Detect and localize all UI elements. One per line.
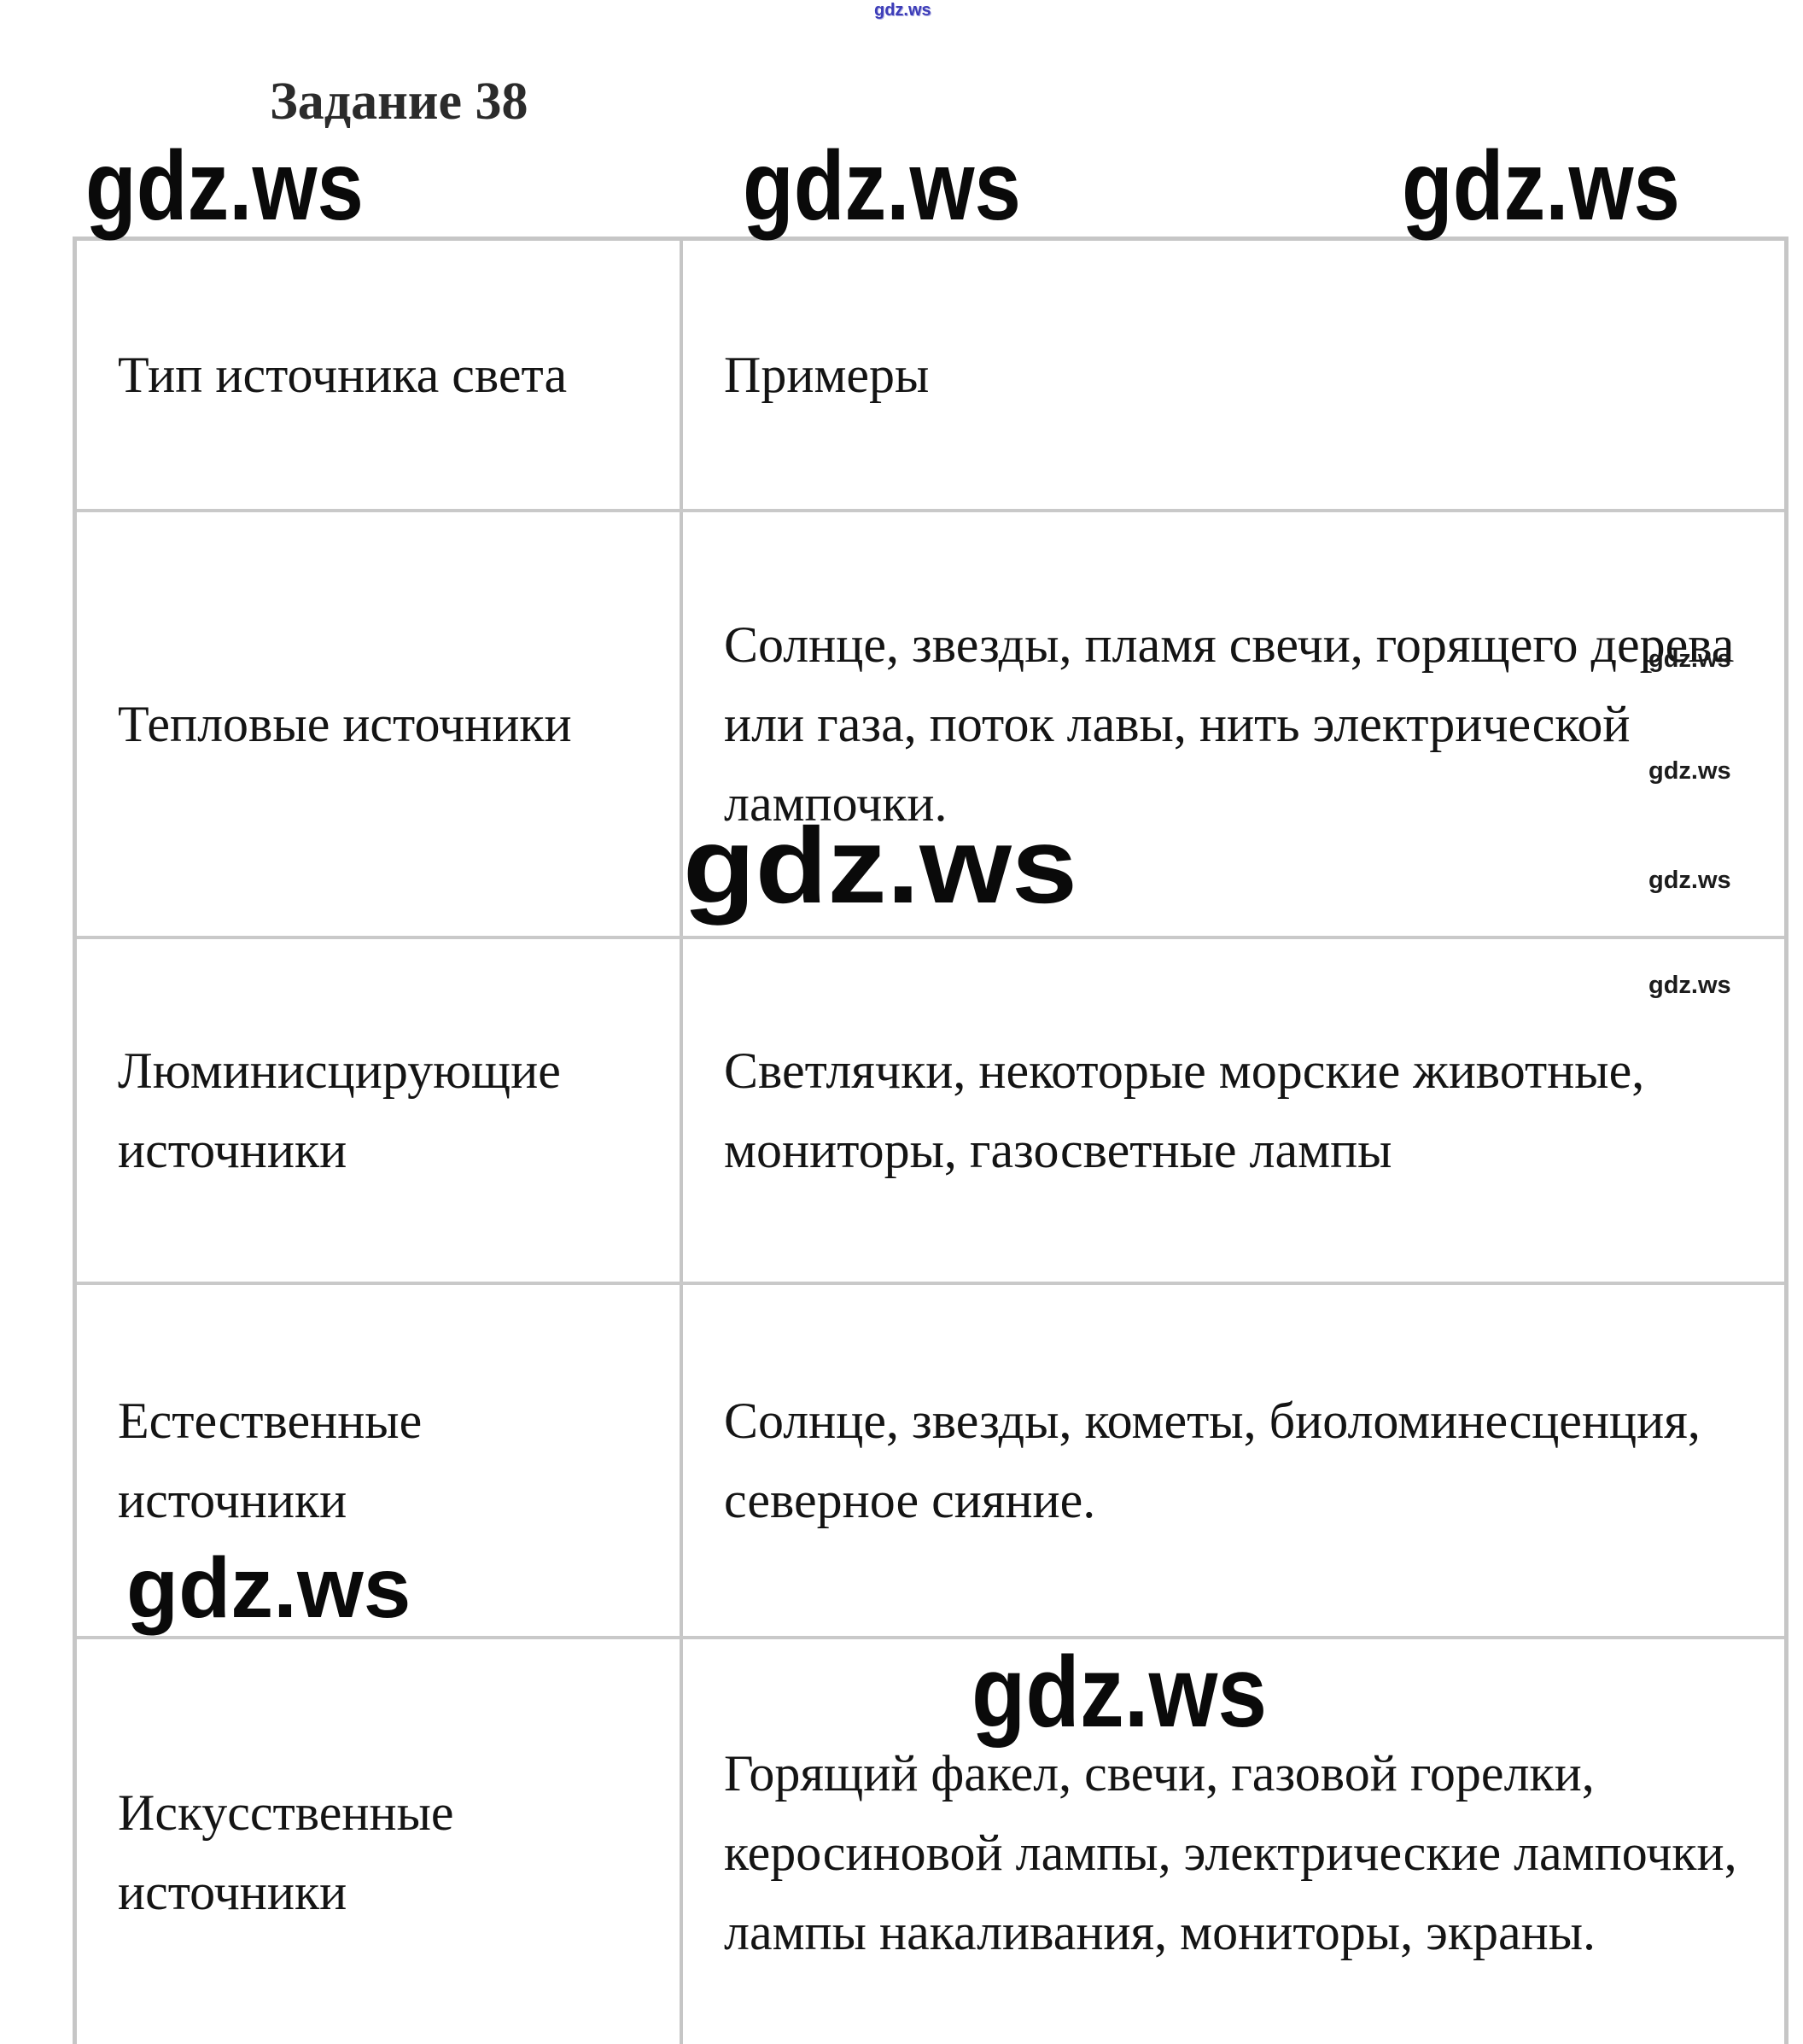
row-examples-text: Светлячки, некоторые морские животные, м…: [724, 1042, 1645, 1178]
watermark-gdz-small-4: gdz.ws: [1648, 972, 1731, 999]
row-examples-cell: Горящий факел, свечи, газовой горелки, к…: [683, 1639, 1784, 2044]
row-examples-cell: Солнце, звезды, кометы, биоломинесценция…: [683, 1285, 1784, 1636]
watermark-gdz-row-middle: gdz.ws: [743, 131, 1021, 241]
watermark-gdz-small-2: gdz.ws: [1648, 757, 1731, 785]
watermark-gdz-row-right: gdz.ws: [1402, 131, 1680, 241]
header-cell-type: Тип источника света: [77, 241, 683, 509]
table-row-thermal-sources: Тепловые источники Солнце, звезды, пламя…: [77, 512, 1784, 939]
watermark-gdz-medium-row3: gdz.ws: [126, 1540, 411, 1636]
row-examples-text: Горящий факел, свечи, газовой горелки, к…: [724, 1744, 1737, 1960]
header-examples-label: Примеры: [724, 346, 930, 403]
header-cell-examples: Примеры: [683, 241, 1784, 509]
page-title: Задание 38: [270, 73, 528, 131]
watermark-gdz-row-left: gdz.ws: [85, 131, 364, 241]
table-row-luminescent-sources: Люминисцирующие источники Светлячки, нек…: [77, 939, 1784, 1285]
watermark-gdz-large-row4: gdz.ws: [972, 1636, 1268, 1749]
row-examples-cell: Светлячки, некоторые морские животные, м…: [683, 939, 1784, 1282]
row-examples-text: Солнце, звезды, кометы, биоломинесценция…: [724, 1392, 1701, 1528]
row-type-cell: Тепловые источники: [77, 512, 683, 936]
row-type-text: Люминисцирующие источники: [118, 1042, 561, 1178]
row-examples-cell: Солнце, звезды, пламя свечи, горящего де…: [683, 512, 1784, 936]
answer-table: Тип источника света Примеры Тепловые ист…: [73, 237, 1788, 2044]
table-row-artificial-sources: Искусственные источники Горящий факел, с…: [77, 1639, 1784, 2044]
row-examples-text: Солнце, звезды, пламя свечи, горящего де…: [724, 616, 1735, 832]
table-header-row: Тип источника света Примеры: [77, 241, 1784, 512]
row-type-text: Естественные источники: [118, 1392, 423, 1528]
watermark-gdz-small-1: gdz.ws: [1648, 645, 1731, 673]
header-type-label: Тип источника света: [118, 346, 568, 403]
watermark-gdz-top-center: gdz.ws: [874, 1, 931, 20]
row-type-cell: Естественные источники: [77, 1285, 683, 1636]
row-type-cell: Искусственные источники: [77, 1639, 683, 2044]
watermark-gdz-small-3: gdz.ws: [1648, 867, 1731, 894]
watermark-gdz-large-row1: gdz.ws: [683, 805, 1078, 926]
row-type-text: Искусственные источники: [118, 1784, 454, 1920]
table-row-natural-sources: Естественные источники Солнце, звезды, к…: [77, 1285, 1784, 1639]
row-type-cell: Люминисцирующие источники: [77, 939, 683, 1282]
row-type-text: Тепловые источники: [118, 695, 572, 752]
